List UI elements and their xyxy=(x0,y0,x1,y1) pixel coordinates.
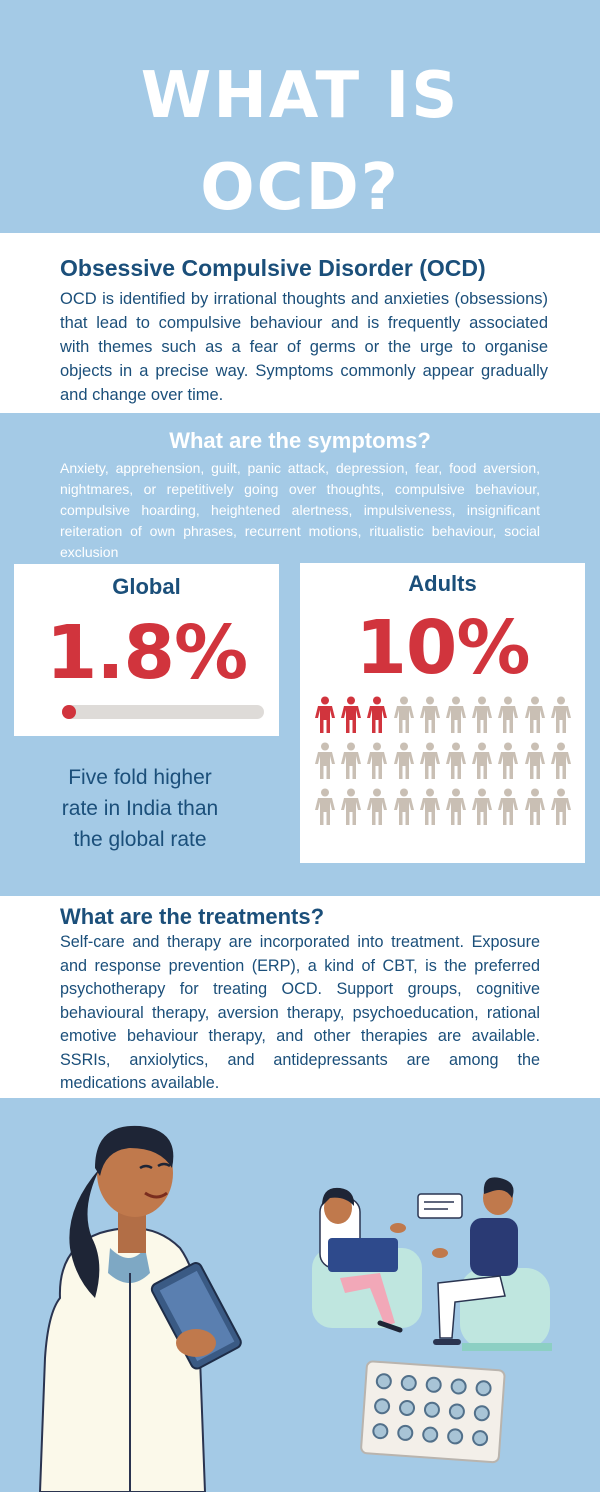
india-note-line-2: rate in India than xyxy=(61,797,219,820)
intro-heading: Obsessive Compulsive Disorder (OCD) xyxy=(60,255,486,281)
illustration xyxy=(38,1125,552,1492)
therapy-session-illustration xyxy=(312,1177,552,1351)
person-icon xyxy=(364,742,390,788)
page-title: WHAT IS OCD? xyxy=(0,50,600,234)
person-icon xyxy=(338,742,364,788)
person-icon xyxy=(469,788,495,834)
person-icon xyxy=(417,742,443,788)
intro-text: OCD is identified by irrational thoughts… xyxy=(60,290,548,404)
person-icon xyxy=(443,788,469,834)
person-icon xyxy=(312,788,338,834)
person-icon xyxy=(417,788,443,834)
person-icon xyxy=(522,788,548,834)
person-icon xyxy=(495,788,521,834)
person-icon xyxy=(312,696,338,742)
treatments-panel: What are the treatments? Self-care and t… xyxy=(0,896,600,1098)
person-icon xyxy=(548,788,574,834)
person-icon xyxy=(417,696,443,742)
symptoms-heading: What are the symptoms? xyxy=(169,428,431,453)
person-icon xyxy=(469,696,495,742)
person-icon xyxy=(338,696,364,742)
person-icon xyxy=(443,696,469,742)
adults-stat-card: Adults 10% xyxy=(300,563,585,863)
person-icon xyxy=(312,742,338,788)
person-icon xyxy=(522,742,548,788)
global-value: 1.8% xyxy=(45,610,248,696)
treatments-text: Self-care and therapy are incorporated i… xyxy=(60,933,540,1092)
person-icon xyxy=(548,742,574,788)
global-progress-fill xyxy=(62,705,76,719)
person-icon xyxy=(548,696,574,742)
person-icon xyxy=(391,696,417,742)
person-icon xyxy=(495,696,521,742)
person-icon xyxy=(391,788,417,834)
person-icon xyxy=(364,788,390,834)
person-icon xyxy=(495,742,521,788)
treatments-heading: What are the treatments? xyxy=(60,904,325,929)
adults-value: 10% xyxy=(355,605,530,691)
title-line-1: WHAT IS xyxy=(140,59,460,133)
india-note-line-1: Five fold higher xyxy=(68,766,212,789)
global-progress-bar xyxy=(62,705,264,719)
india-note-line-3: the global rate xyxy=(73,828,207,851)
person-icon xyxy=(443,742,469,788)
adults-label: Adults xyxy=(408,571,477,596)
global-label: Global xyxy=(112,574,181,599)
person-icon xyxy=(364,696,390,742)
person-icon xyxy=(469,742,495,788)
doctor-illustration xyxy=(38,1125,242,1492)
global-stat-card: Global 1.8% xyxy=(14,564,279,736)
person-icon xyxy=(391,742,417,788)
person-icon xyxy=(338,788,364,834)
symptoms-text: Anxiety, apprehension, guilt, panic atta… xyxy=(60,460,540,560)
intro-panel: Obsessive Compulsive Disorder (OCD) OCD … xyxy=(0,233,600,413)
title-line-2: OCD? xyxy=(200,151,400,225)
people-pictogram xyxy=(312,696,574,834)
india-note: Five fold higher rate in India than the … xyxy=(40,762,240,855)
person-icon xyxy=(522,696,548,742)
pill-blister-icon xyxy=(360,1360,506,1464)
